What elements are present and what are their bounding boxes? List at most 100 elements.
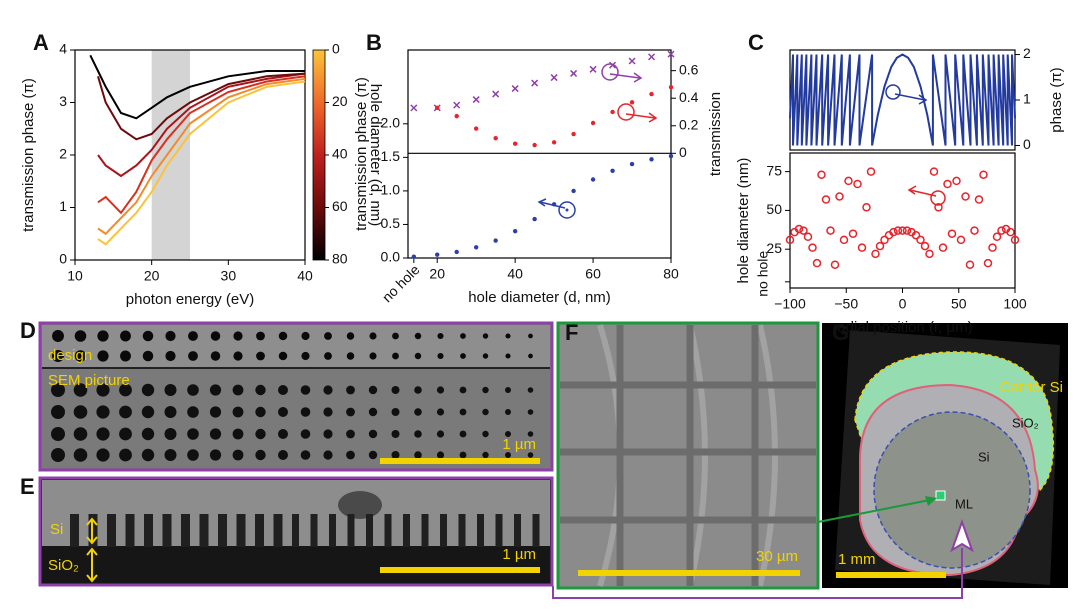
- point: [473, 245, 479, 250]
- hole: [141, 383, 155, 397]
- hole: [527, 409, 534, 415]
- hole: [278, 429, 288, 439]
- hole: [392, 352, 399, 360]
- hole: [301, 331, 310, 341]
- hole: [52, 350, 64, 362]
- point: [857, 243, 867, 252]
- point: [1010, 235, 1020, 245]
- point: [970, 226, 979, 235]
- x-tick-label: 50: [951, 296, 967, 312]
- hole: [482, 333, 489, 339]
- point: [512, 228, 518, 234]
- x-axis-label: hole diameter (d, nm): [468, 289, 611, 306]
- hole: [142, 330, 154, 342]
- label: Si: [50, 521, 63, 538]
- slot: [125, 514, 135, 547]
- point: [473, 126, 479, 131]
- hole: [187, 428, 199, 440]
- particle: [338, 491, 382, 519]
- hole: [119, 383, 132, 397]
- hole: [323, 407, 333, 417]
- hole: [300, 385, 311, 395]
- point: [512, 141, 518, 146]
- point: [889, 227, 898, 237]
- hole: [323, 450, 333, 460]
- panel-label: D: [20, 318, 36, 343]
- scale-bar: [578, 570, 800, 576]
- hole: [324, 332, 332, 340]
- hole: [459, 386, 467, 394]
- scale-label: 1 mm: [838, 551, 876, 568]
- hole: [437, 332, 444, 340]
- scale-bar: [380, 567, 540, 573]
- hole: [323, 385, 333, 395]
- point: [902, 226, 912, 235]
- point: [647, 53, 656, 61]
- slot: [310, 514, 318, 547]
- y-tick-label: 0: [59, 251, 67, 267]
- hole: [392, 332, 399, 340]
- point: [965, 260, 975, 269]
- hole: [300, 450, 311, 460]
- slot: [329, 514, 336, 547]
- slot: [273, 514, 283, 547]
- label: design: [48, 347, 92, 364]
- slot: [347, 514, 355, 547]
- hole: [505, 333, 511, 339]
- y-tick-label: 0.4: [679, 89, 699, 105]
- line: [97, 72, 306, 178]
- hole: [73, 448, 88, 462]
- hole: [324, 352, 332, 360]
- point: [610, 109, 615, 115]
- y-axis-label: transmission phase (π): [353, 77, 370, 231]
- point: [571, 131, 576, 137]
- point: [590, 177, 596, 182]
- point: [943, 179, 952, 189]
- point: [956, 235, 966, 245]
- point: [668, 153, 674, 159]
- hole: [459, 430, 467, 438]
- point: [947, 229, 957, 238]
- point: [1006, 227, 1015, 237]
- hole: [459, 451, 467, 459]
- membrane: [873, 411, 1031, 569]
- hole: [187, 449, 199, 461]
- hole: [232, 406, 244, 418]
- panel-label: A: [33, 30, 49, 55]
- arrowhead: [950, 519, 974, 553]
- point: [880, 235, 889, 245]
- hole: [460, 353, 466, 359]
- panel-label: G: [832, 320, 849, 345]
- hole: [51, 448, 65, 462]
- axes-frame: [789, 152, 1016, 289]
- point: [609, 61, 617, 69]
- hole: [368, 407, 378, 417]
- connector: [552, 548, 963, 599]
- hole: [255, 428, 266, 440]
- hole: [459, 408, 467, 416]
- panel-label: C: [748, 30, 764, 55]
- y-tick-label: 0: [1023, 136, 1031, 152]
- hole: [165, 330, 176, 342]
- slot: [366, 514, 373, 547]
- hole: [210, 351, 221, 361]
- line: [97, 72, 306, 141]
- line: [89, 54, 305, 120]
- point: [435, 105, 440, 111]
- point: [435, 252, 440, 257]
- hole: [141, 405, 155, 419]
- hole: [482, 408, 489, 416]
- point: [570, 69, 578, 77]
- hole: [73, 427, 88, 441]
- hole: [346, 450, 355, 460]
- point: [532, 216, 537, 222]
- point: [821, 195, 831, 204]
- slot: [403, 514, 410, 547]
- point: [875, 241, 885, 251]
- x-tick-label: −100: [774, 296, 806, 312]
- label: Carrier Si: [1000, 379, 1063, 396]
- x-tick-label: 80: [663, 266, 679, 282]
- hole: [119, 427, 132, 441]
- panel-f: F 30 µm: [556, 320, 820, 590]
- hole: [209, 428, 222, 440]
